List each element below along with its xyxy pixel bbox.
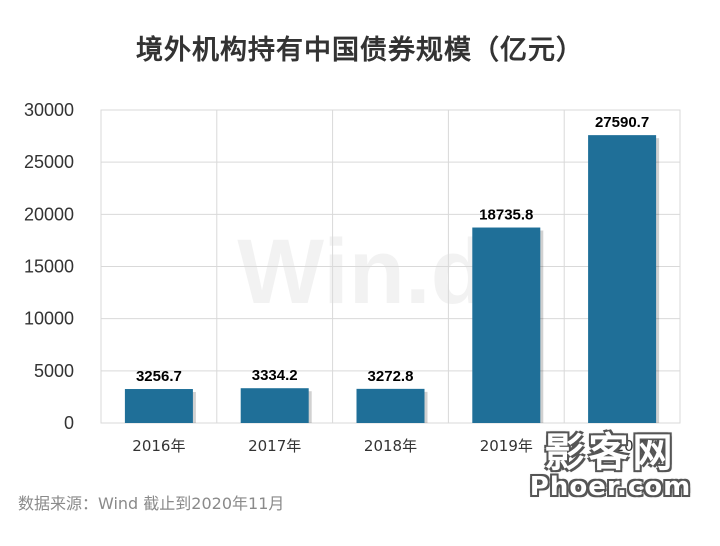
gridlines: [100, 109, 681, 424]
bar: [588, 135, 657, 423]
bars: [124, 135, 660, 423]
data-label: 3256.7: [136, 368, 182, 385]
bar: [240, 388, 309, 423]
y-tick-label: 10000: [24, 309, 74, 329]
y-axis-ticks: 0 5000 10000 15000 20000 25000 30000: [24, 100, 74, 433]
site-watermark-domain: Phoer.com: [529, 472, 692, 502]
data-label: 18735.8: [479, 207, 533, 224]
y-tick-label: 5000: [34, 361, 74, 381]
x-tick-label: 2017年: [248, 437, 301, 455]
y-tick-label: 0: [64, 413, 74, 433]
y-tick-label: 20000: [24, 204, 74, 224]
x-tick-label: 2020年: [596, 437, 649, 455]
y-tick-label: 15000: [24, 257, 74, 277]
bar: [472, 227, 541, 423]
y-tick-label: 30000: [24, 100, 74, 120]
data-label: 3272.8: [368, 368, 414, 385]
data-label: 27590.7: [595, 114, 649, 131]
data-label: 3334.2: [252, 367, 298, 384]
chart-title: 境外机构持有中国债券规模（亿元）: [136, 35, 584, 66]
x-tick-label: 2019年: [480, 437, 533, 455]
bar: [356, 388, 425, 423]
bar: [124, 389, 193, 423]
x-axis-ticks: 2016年 2017年 2018年 2019年 2020年: [132, 437, 648, 455]
x-tick-label: 2018年: [364, 437, 417, 455]
wind-watermark: Win.d: [237, 221, 487, 323]
site-watermark-logo: 影客网: [544, 430, 677, 476]
x-tick-label: 2016年: [132, 437, 185, 455]
source-note: 数据来源：Wind 截止到2020年11月: [18, 494, 285, 513]
y-tick-label: 25000: [24, 152, 74, 172]
data-labels: 3256.7 3334.2 3272.8 18735.8 27590.7: [136, 114, 649, 385]
